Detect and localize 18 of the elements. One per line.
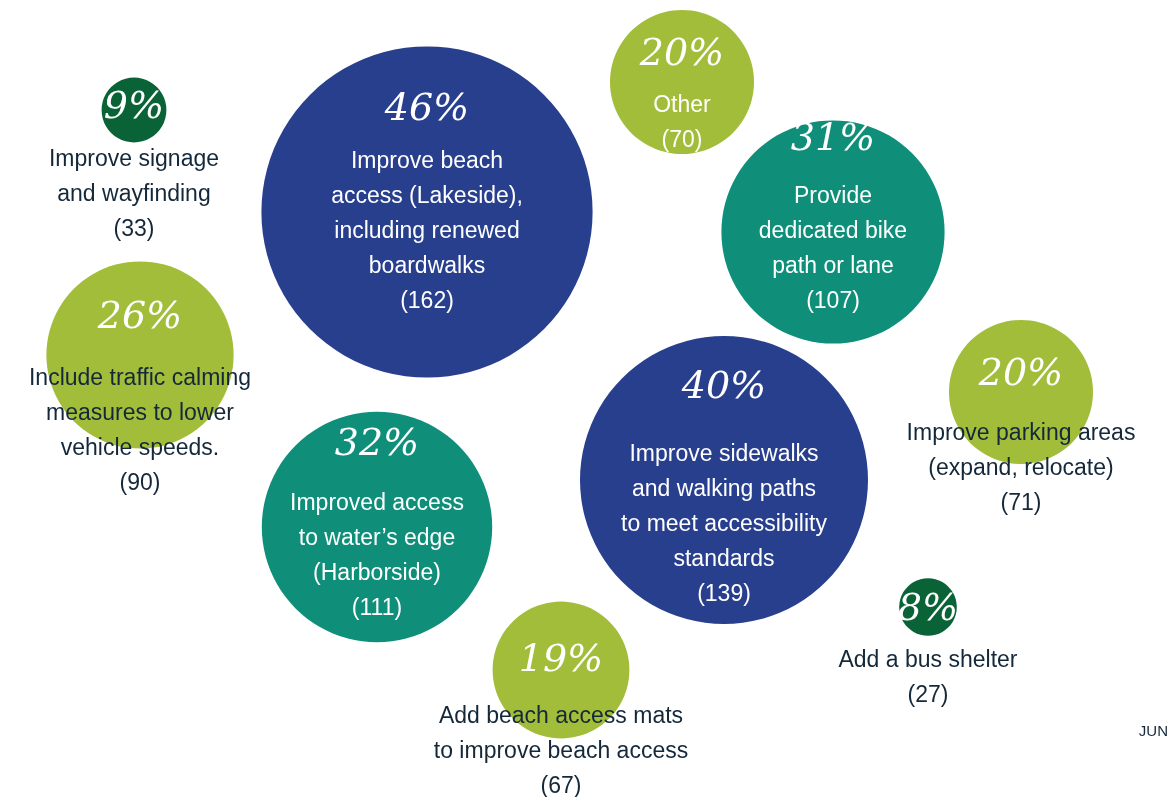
data-label: 26%	[96, 293, 183, 337]
text: JUN	[1138, 721, 1168, 739]
data-label: 20%	[638, 30, 725, 74]
category-label: Improve sidewalks and walking paths to meet accessibility standards (139)	[621, 440, 828, 606]
category-label: Improve beach access (Lakeside), including renewed boardwalks (162)	[331, 147, 523, 313]
category-label: Other (70)	[653, 91, 712, 152]
category-label: Improved access to water’s edge (Harborside) (111)	[290, 489, 464, 620]
data-label: 32%	[334, 420, 420, 464]
category-label: Add a bus shelter (27)	[838, 646, 1018, 707]
data-label: 31%	[790, 115, 876, 159]
data-label: 19%	[518, 636, 604, 680]
category-label: Provide dedicated bike path or lane (107)	[758, 182, 908, 313]
data-label: 8%	[897, 585, 959, 629]
data-label: 40%	[680, 363, 767, 407]
data-label: 46%	[383, 85, 470, 129]
category-label: Improve signage and wayfinding (33)	[48, 145, 220, 241]
data-label: 20%	[977, 350, 1064, 394]
data-label: 9%	[103, 83, 165, 127]
